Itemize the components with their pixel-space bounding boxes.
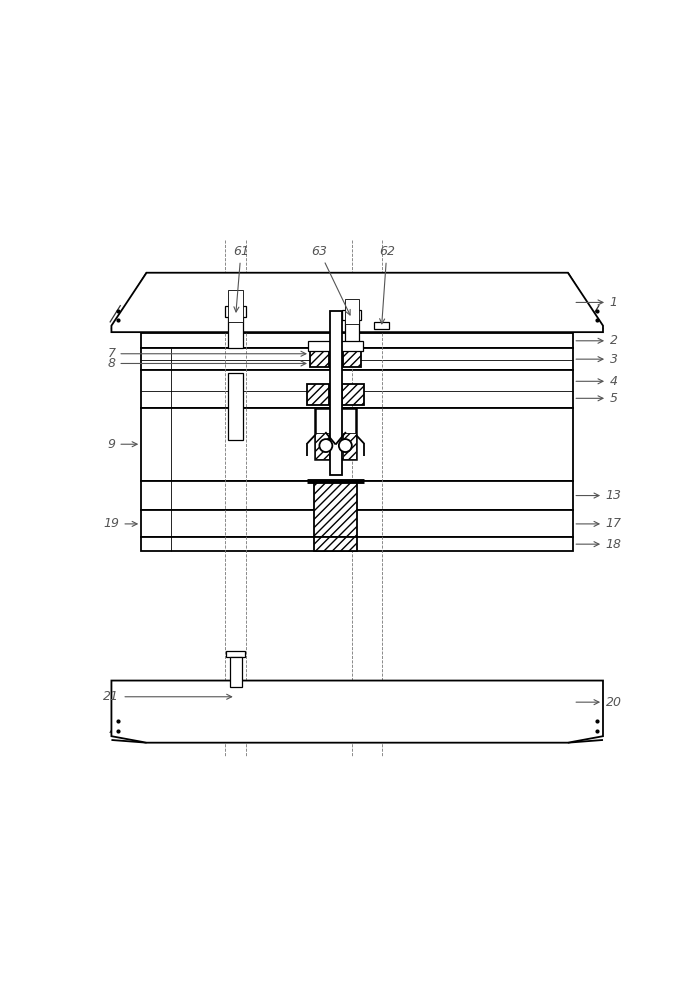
- Bar: [228, 290, 243, 322]
- Polygon shape: [112, 273, 603, 332]
- Bar: [141, 408, 574, 481]
- Bar: [230, 657, 242, 687]
- Text: 13: 13: [576, 489, 622, 502]
- Text: 63: 63: [312, 245, 350, 315]
- Text: 3: 3: [576, 353, 618, 366]
- Text: 21: 21: [103, 690, 231, 703]
- Bar: [315, 408, 356, 459]
- Bar: [343, 433, 356, 459]
- Bar: [141, 537, 574, 551]
- Text: 5: 5: [576, 392, 618, 405]
- Bar: [374, 322, 389, 329]
- Text: 17: 17: [576, 517, 622, 530]
- Bar: [345, 312, 358, 348]
- Bar: [308, 341, 363, 351]
- Bar: [141, 370, 574, 408]
- Bar: [141, 348, 574, 370]
- Bar: [226, 651, 245, 657]
- Bar: [314, 481, 358, 537]
- Text: 18: 18: [576, 538, 622, 551]
- Bar: [141, 333, 574, 348]
- Bar: [315, 433, 328, 459]
- Text: 8: 8: [107, 357, 306, 370]
- Bar: [342, 384, 364, 405]
- Bar: [314, 537, 358, 551]
- Circle shape: [319, 439, 332, 452]
- Text: 7: 7: [107, 347, 306, 360]
- Bar: [141, 481, 574, 510]
- Bar: [141, 510, 574, 537]
- Text: 61: 61: [233, 245, 249, 312]
- Text: 62: 62: [379, 245, 395, 324]
- Text: 4: 4: [576, 375, 618, 388]
- Polygon shape: [112, 681, 603, 743]
- Circle shape: [339, 439, 352, 452]
- Bar: [330, 311, 342, 475]
- Bar: [345, 299, 358, 324]
- Text: 2: 2: [576, 334, 618, 347]
- Bar: [228, 309, 243, 348]
- Bar: [310, 351, 328, 367]
- Bar: [228, 373, 243, 440]
- Text: 9: 9: [107, 438, 137, 451]
- Bar: [225, 306, 247, 317]
- Text: 20: 20: [576, 696, 622, 709]
- Bar: [307, 384, 329, 405]
- Bar: [343, 351, 361, 367]
- Bar: [342, 310, 361, 320]
- Text: 1: 1: [576, 296, 618, 309]
- Text: 19: 19: [103, 517, 137, 530]
